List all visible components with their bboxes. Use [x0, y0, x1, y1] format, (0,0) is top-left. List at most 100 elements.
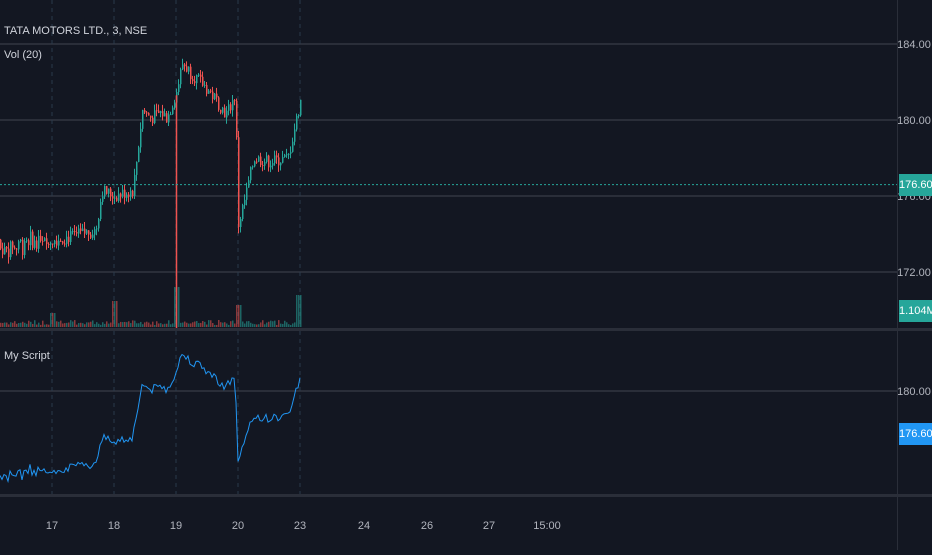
- candle: [98, 217, 100, 232]
- candle: [212, 86, 214, 104]
- volume-bar: [56, 321, 58, 327]
- volume-bar: [70, 320, 72, 327]
- volume-bar: [264, 324, 266, 327]
- indicator-chart[interactable]: 180.00: [0, 331, 932, 495]
- candle: [186, 61, 188, 73]
- volume-bar: [64, 323, 66, 327]
- candle: [66, 230, 68, 248]
- volume-bar: [80, 322, 82, 327]
- candle: [228, 99, 230, 116]
- volume-bar: [106, 321, 108, 327]
- candle: [36, 236, 38, 252]
- candle: [122, 184, 124, 199]
- time-tick-label: 18: [108, 520, 120, 532]
- candle: [150, 115, 152, 122]
- volume-bar: [32, 323, 34, 327]
- volume-bar: [78, 323, 80, 327]
- volume-bar: [194, 321, 196, 327]
- volume-bar: [86, 322, 88, 327]
- volume-bar: [214, 324, 216, 327]
- volume-bar: [102, 322, 104, 327]
- volume-bar: [2, 322, 4, 327]
- time-axis[interactable]: 17 18 19 20 23 24 26 27 15:00: [0, 497, 932, 550]
- candle: [204, 81, 206, 88]
- pane-separator[interactable]: [0, 328, 932, 331]
- candle: [274, 150, 276, 166]
- symbol-legend[interactable]: TATA MOTORS LTD., 3, NSE: [4, 25, 148, 37]
- candle: [126, 192, 128, 202]
- candle: [160, 110, 162, 118]
- candle: [164, 108, 166, 117]
- volume-bar: [136, 323, 138, 327]
- candle: [284, 153, 286, 158]
- volume-bar: [174, 287, 176, 327]
- volume-legend[interactable]: Vol (20): [4, 49, 42, 61]
- candle: [216, 87, 218, 102]
- candle: [210, 88, 212, 94]
- price-pane[interactable]: 184.00 180.00 176.00 172.00 TATA MOTORS LTD…: [0, 0, 932, 328]
- time-tick-label: 26: [421, 520, 433, 532]
- candle: [82, 223, 84, 232]
- candle: [68, 230, 70, 247]
- candle: [80, 223, 82, 235]
- volume-bar: [128, 321, 130, 327]
- candle: [64, 239, 66, 247]
- candle: [230, 102, 232, 114]
- candle: [108, 188, 110, 198]
- volume-bar: [216, 324, 218, 327]
- volume-bar: [280, 323, 282, 327]
- volume-bar: [206, 324, 208, 327]
- candle: [192, 75, 194, 85]
- volume-bar: [154, 324, 156, 327]
- candle: [154, 104, 156, 125]
- candle: [88, 230, 90, 241]
- volume-bar: [90, 321, 92, 327]
- candle: [184, 62, 186, 72]
- candle: [156, 103, 158, 117]
- volume-bar: [228, 324, 230, 327]
- candle: [214, 93, 216, 101]
- candle: [270, 160, 272, 173]
- volume-bar: [150, 324, 152, 327]
- volume-bar: [54, 313, 56, 327]
- volume-bar: [256, 324, 258, 327]
- volume-bar: [122, 322, 124, 327]
- candle: [280, 162, 282, 171]
- volume-bar: [248, 321, 250, 327]
- candle: [148, 112, 150, 116]
- volume-bar: [182, 322, 184, 327]
- volume-bar: [268, 321, 270, 327]
- volume-bar: [0, 322, 2, 327]
- candle: [224, 104, 226, 118]
- candle: [50, 241, 52, 250]
- candle: [54, 239, 56, 248]
- indicator-pane[interactable]: 180.00 My Script 176.60: [0, 331, 932, 495]
- candle: [152, 115, 154, 126]
- candle: [286, 148, 288, 158]
- volume-bar: [252, 323, 254, 327]
- volume-bar: [218, 320, 220, 327]
- candle: [142, 109, 144, 132]
- volume-bar: [24, 322, 26, 327]
- candle: [244, 194, 246, 209]
- volume-bar: [124, 321, 126, 327]
- volume-bar: [30, 321, 32, 327]
- volume-bar: [220, 322, 222, 327]
- candle: [90, 232, 92, 240]
- volume-bar: [144, 322, 146, 327]
- volume-value-tag: 1.104M: [899, 300, 932, 322]
- volume-bar: [202, 321, 204, 327]
- candle: [272, 158, 274, 170]
- candle: [240, 216, 242, 233]
- candle: [56, 235, 58, 249]
- candle: [298, 114, 300, 119]
- candle: [236, 98, 238, 140]
- candle: [290, 146, 292, 159]
- pane-separator[interactable]: [0, 494, 932, 497]
- volume-bar: [200, 322, 202, 327]
- volume-bar: [284, 320, 286, 327]
- volume-bar: [258, 324, 260, 327]
- volume-bar: [286, 322, 288, 327]
- indicator-legend[interactable]: My Script: [4, 350, 50, 362]
